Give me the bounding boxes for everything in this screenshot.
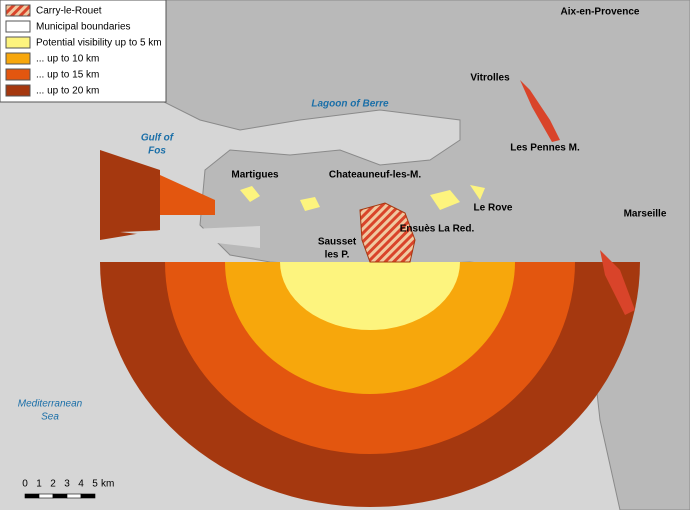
legend-label: ... up to 15 km bbox=[36, 70, 99, 81]
scale-segment bbox=[52, 493, 68, 499]
place-label: Marseille bbox=[624, 209, 667, 220]
scale-segment bbox=[66, 493, 82, 499]
scale-tick-label: 5 bbox=[92, 479, 98, 490]
place-label: Aix-en-Provence bbox=[561, 7, 640, 18]
legend-swatch bbox=[5, 68, 31, 81]
visible-patches bbox=[240, 185, 485, 211]
place-label: Lagoon of Berre bbox=[311, 99, 389, 110]
zone-west bbox=[160, 175, 215, 215]
place-label: les P. bbox=[325, 250, 350, 261]
place-label: Sea bbox=[41, 412, 59, 423]
legend-swatch bbox=[5, 20, 31, 33]
place-label: Les Pennes M. bbox=[510, 143, 580, 154]
legend-label: Carry-le-Rouet bbox=[36, 6, 102, 17]
place-label: Ensuès La Red. bbox=[400, 224, 475, 235]
scale-tick-label: 4 bbox=[78, 479, 84, 490]
legend-swatch bbox=[5, 52, 31, 65]
visibility-zones bbox=[100, 262, 640, 507]
scale-tick-label: 0 bbox=[22, 479, 28, 490]
scale-segment bbox=[24, 493, 40, 499]
scale-segment bbox=[80, 493, 96, 499]
place-label: Chateauneuf-les-M. bbox=[329, 170, 421, 181]
place-label: Vitrolles bbox=[470, 73, 510, 84]
shadow-wedge bbox=[120, 226, 260, 248]
legend-swatch bbox=[5, 36, 31, 49]
carry-le-rouet bbox=[359, 202, 416, 263]
legend-swatch bbox=[5, 4, 31, 17]
scale-tick-label: 3 bbox=[64, 479, 70, 490]
legend-label: ... up to 10 km bbox=[36, 54, 99, 65]
legend-label: Potential visibility up to 5 km bbox=[36, 38, 162, 49]
legend-swatch bbox=[5, 84, 31, 97]
legend-label: Municipal boundaries bbox=[36, 22, 131, 33]
scale-unit: km bbox=[101, 479, 114, 490]
place-label: Gulf of bbox=[141, 133, 175, 144]
place-label: Fos bbox=[148, 146, 166, 157]
place-label: Martigues bbox=[231, 170, 279, 181]
zone-west bbox=[100, 150, 160, 240]
visible-patches bbox=[520, 80, 635, 315]
scale-tick-label: 2 bbox=[50, 479, 56, 490]
legend-label: ... up to 20 km bbox=[36, 86, 99, 97]
visibility-zone bbox=[280, 262, 460, 330]
place-label: Le Rove bbox=[474, 203, 513, 214]
scale-segment bbox=[38, 493, 54, 499]
place-label: Sausset bbox=[318, 237, 357, 248]
place-label: Mediterranean bbox=[18, 399, 83, 410]
scale-tick-label: 1 bbox=[36, 479, 42, 490]
